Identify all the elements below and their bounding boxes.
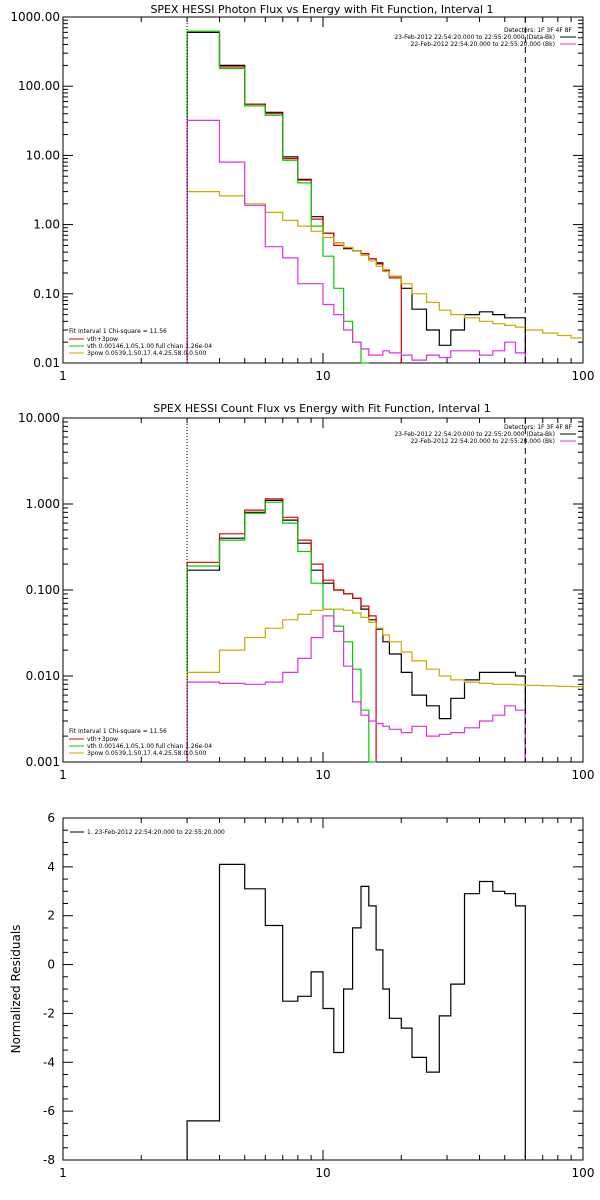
y-tick-label: 2 — [47, 909, 55, 923]
x-tick-label: 1 — [59, 369, 67, 383]
fit-heading: Fit Interval 1 Chi-square = 11.56 — [69, 328, 167, 335]
count-flux-fit-legend: Fit Interval 1 Chi-square = 11.56 vth+3p… — [69, 728, 212, 757]
fit-3pow-label: 3pow 0.0539,1.50,17.4,4.25,58.0,0.500 — [87, 750, 206, 757]
y-tick-label: 1000.00 — [10, 10, 60, 24]
y-tick-label: 0.01 — [33, 356, 60, 370]
count-flux-panel: SPEX HESSI Count Flux vs Energy with Fit… — [18, 402, 594, 782]
y-tick-label: 6 — [47, 811, 55, 825]
fit-vth-label: vth 0.00146,1.05,1.00 full chian 1.26e-0… — [87, 343, 212, 350]
legend-data-label: 23-Feb-2012 22:54:20.000 to 22:55:20.000… — [394, 431, 555, 438]
trace-22-feb-2012-22-54-20-000-to-22-55-20-000-bk — [186, 615, 526, 762]
residuals-legend-label: 1. 23-Feb-2012 22:54:20.000 to 22:55:20.… — [87, 829, 225, 836]
x-tick-label: 10 — [315, 768, 330, 782]
y-tick-label: 0 — [47, 958, 55, 972]
trace-23-feb-2012-22-54-20-000-to-22-55-20-000-data-bk — [186, 31, 526, 363]
y-tick-label: 1.00 — [33, 218, 60, 232]
photon-flux-ticks: 1 10 100 0.01 0.10 1.00 10.00 100.00 1000.00 — [10, 10, 594, 383]
fit-heading: Fit Interval 1 Chi-square = 11.56 — [69, 728, 167, 735]
x-tick-label: 1 — [59, 1166, 67, 1180]
y-tick-label: -2 — [43, 1006, 55, 1020]
y-tick-label: -4 — [43, 1055, 55, 1069]
y-tick-label: -6 — [43, 1104, 55, 1118]
fit-3pow-label: 3pow 0.0539,1.50,17.4,4.25,58.0,0.500 — [87, 350, 206, 357]
detector-heading: Detectors: 1F 3F 4F 8F — [504, 27, 573, 34]
trace-vth-0-00146-1-05-1-00-full-chian-1-26e-04 — [186, 501, 377, 763]
photon-flux-panel: SPEX HESSI Photon Flux vs Energy with Fi… — [10, 3, 594, 383]
fit-total-label: vth+3pow — [87, 336, 118, 343]
trace-22-feb-2012-22-54-20-000-to-22-55-20-000-bk — [186, 119, 526, 363]
trace-1-23-feb-2012-22-54-20-000-to-22-55-20-000 — [186, 863, 526, 1160]
residuals-traces — [186, 863, 526, 1160]
y-tick-label: 0.10 — [33, 287, 60, 301]
residuals-legend: 1. 23-Feb-2012 22:54:20.000 to 22:55:20.… — [70, 829, 225, 836]
residuals-panel: Normalized Residuals 1 10 100-8-6-4-20246 … — [9, 811, 594, 1180]
legend-data-label: 23-Feb-2012 22:54:20.000 to 22:55:20.000… — [394, 34, 555, 41]
x-tick-label: 1 — [59, 768, 67, 782]
y-tick-label: 10.000 — [18, 411, 60, 425]
y-tick-label: 1.000 — [26, 497, 60, 511]
y-tick-label: 0.010 — [26, 669, 60, 683]
count-flux-title: SPEX HESSI Count Flux vs Energy with Fit… — [153, 402, 490, 415]
fit-total-label: vth+3pow — [87, 736, 118, 743]
count-flux-ticks: 1 10 100 0.001 0.010 0.100 1.000 10.000 — [18, 411, 594, 782]
x-tick-label: 10 — [315, 1166, 330, 1180]
photon-flux-marker-lines — [186, 17, 526, 363]
count-flux-traces — [186, 498, 583, 763]
photon-flux-fit-legend: Fit Interval 1 Chi-square = 11.56 vth+3p… — [69, 328, 212, 357]
legend-bk-label: 22-Feb-2012 22:54:20.000 to 22:55:20.000… — [411, 438, 555, 445]
count-flux-detector-legend: Detectors: 1F 3F 4F 8F 23-Feb-2012 22:54… — [394, 424, 576, 445]
x-tick-label: 100 — [572, 369, 595, 383]
y-tick-label: 10.00 — [26, 148, 60, 162]
y-tick-label: 0.100 — [26, 583, 60, 597]
photon-flux-traces — [186, 30, 583, 364]
trace-3pow-0-0539-1-50-17-4-4-25-58-0-0-500 — [186, 191, 583, 363]
photon-flux-title: SPEX HESSI Photon Flux vs Energy with Fi… — [150, 3, 493, 16]
photon-flux-plot-frame — [62, 16, 584, 364]
trace-vth-3pow — [186, 498, 377, 762]
y-tick-label: -8 — [43, 1153, 55, 1167]
count-flux-marker-lines — [186, 418, 526, 762]
trace-3pow-0-0539-1-50-17-4-4-25-58-0-0-500 — [186, 608, 583, 762]
x-tick-label: 100 — [572, 768, 595, 782]
photon-flux-detector-legend: Detectors: 1F 3F 4F 8F 23-Feb-2012 22:54… — [394, 27, 576, 48]
residuals-ticks: 1 10 100 -8 -6 -4 -2 0 2 4 6 — [43, 811, 594, 1180]
fit-vth-label: vth 0.00146,1.05,1.00 full chian 1.26e-0… — [87, 743, 212, 750]
y-tick-label: 100.00 — [18, 79, 60, 93]
y-tick-label: 4 — [47, 860, 55, 874]
detector-heading: Detectors: 1F 3F 4F 8F — [504, 424, 573, 431]
trace-vth-3pow — [186, 30, 402, 363]
y-tick-label: 0.001 — [26, 755, 60, 769]
x-tick-label: 10 — [315, 369, 330, 383]
trace-vth-0-00146-1-05-1-00-full-chian-1-26e-04 — [186, 30, 369, 364]
residuals-y-axis-label: Normalized Residuals — [9, 925, 23, 1054]
legend-bk-label: 22-Feb-2012 22:54:20.000 to 22:55:20.000… — [411, 41, 555, 48]
x-tick-label: 100 — [572, 1166, 595, 1180]
